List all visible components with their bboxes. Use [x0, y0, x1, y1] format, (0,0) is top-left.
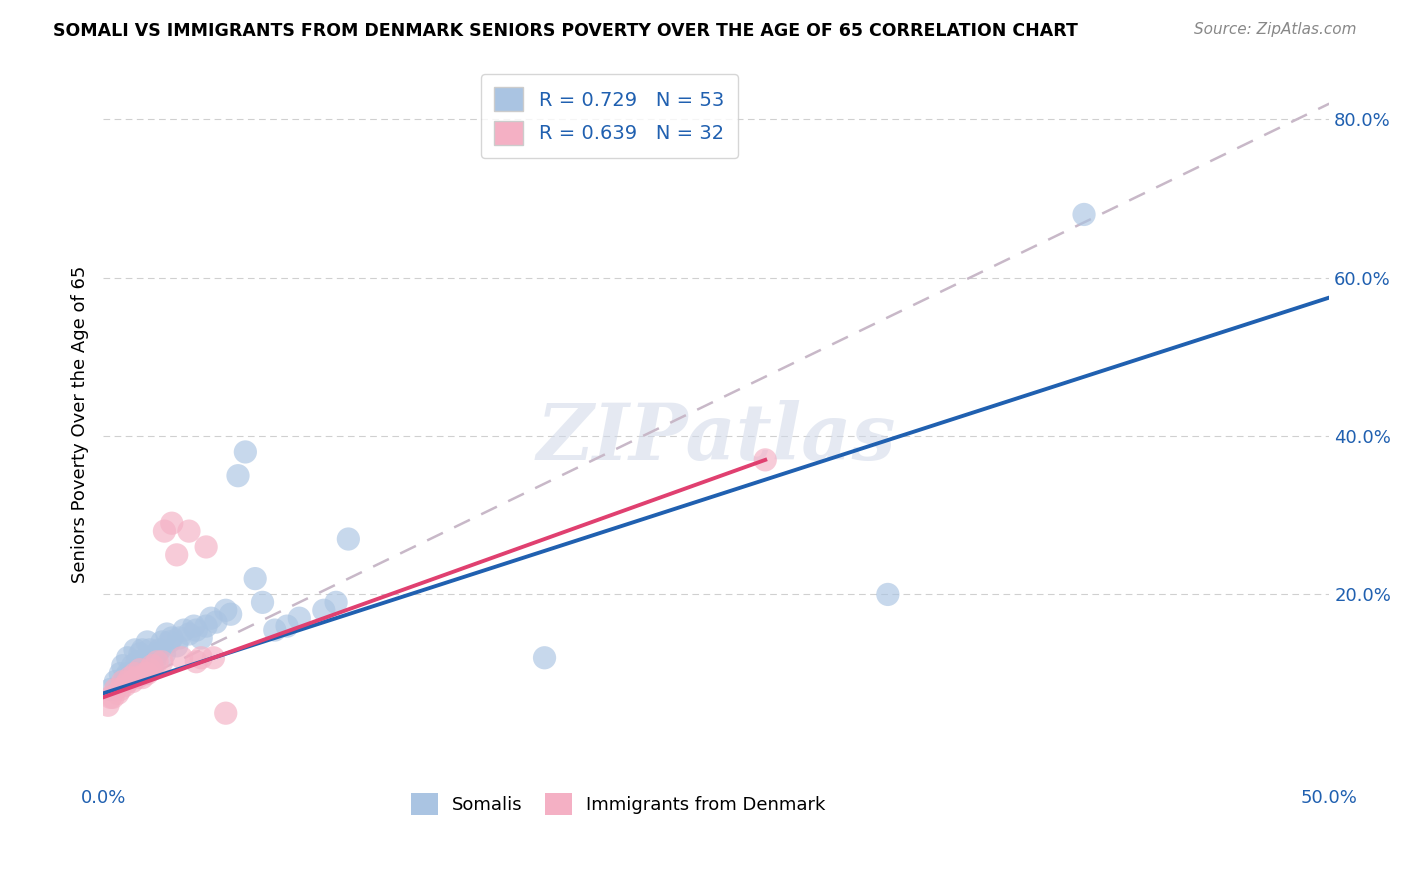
Point — [141, 650, 163, 665]
Text: Source: ZipAtlas.com: Source: ZipAtlas.com — [1194, 22, 1357, 37]
Y-axis label: Seniors Poverty Over the Age of 65: Seniors Poverty Over the Age of 65 — [72, 266, 89, 583]
Point — [754, 453, 776, 467]
Point — [167, 631, 190, 645]
Point — [101, 690, 124, 705]
Point — [1073, 207, 1095, 221]
Point — [186, 655, 208, 669]
Point — [121, 658, 143, 673]
Point — [138, 663, 160, 677]
Point — [120, 671, 142, 685]
Point — [110, 682, 132, 697]
Point — [166, 639, 188, 653]
Point — [183, 619, 205, 633]
Point — [215, 706, 238, 721]
Point — [111, 674, 134, 689]
Point — [195, 540, 218, 554]
Point — [215, 603, 238, 617]
Point — [876, 587, 898, 601]
Point — [111, 658, 134, 673]
Point — [195, 619, 218, 633]
Point — [141, 663, 163, 677]
Point — [138, 643, 160, 657]
Point — [114, 671, 136, 685]
Point — [117, 650, 139, 665]
Point — [186, 623, 208, 637]
Point — [219, 607, 242, 622]
Point — [205, 615, 228, 629]
Point — [243, 572, 266, 586]
Point — [150, 655, 173, 669]
Point — [107, 686, 129, 700]
Point — [177, 524, 200, 538]
Point — [127, 655, 149, 669]
Point — [136, 635, 159, 649]
Point — [143, 655, 166, 669]
Point — [153, 524, 176, 538]
Point — [200, 611, 222, 625]
Point — [160, 631, 183, 645]
Text: SOMALI VS IMMIGRANTS FROM DENMARK SENIORS POVERTY OVER THE AGE OF 65 CORRELATION: SOMALI VS IMMIGRANTS FROM DENMARK SENIOR… — [53, 22, 1078, 40]
Legend: Somalis, Immigrants from Denmark: Somalis, Immigrants from Denmark — [399, 782, 837, 826]
Point — [252, 595, 274, 609]
Point — [104, 682, 127, 697]
Point — [156, 627, 179, 641]
Point — [148, 643, 170, 657]
Point — [131, 666, 153, 681]
Point — [202, 650, 225, 665]
Point — [97, 698, 120, 713]
Point — [312, 603, 335, 617]
Point — [110, 666, 132, 681]
Point — [146, 647, 169, 661]
Point — [337, 532, 360, 546]
Point — [124, 666, 146, 681]
Point — [325, 595, 347, 609]
Point — [134, 666, 156, 681]
Point — [166, 548, 188, 562]
Point — [276, 619, 298, 633]
Point — [190, 631, 212, 645]
Point — [170, 650, 193, 665]
Point — [121, 674, 143, 689]
Point — [136, 666, 159, 681]
Point — [100, 690, 122, 705]
Point — [263, 623, 285, 637]
Text: ZIPatlas: ZIPatlas — [537, 401, 896, 477]
Point — [146, 655, 169, 669]
Point — [190, 650, 212, 665]
Point — [226, 468, 249, 483]
Point — [173, 623, 195, 637]
Point — [141, 658, 163, 673]
Point — [117, 666, 139, 681]
Point — [134, 655, 156, 669]
Point — [157, 635, 180, 649]
Point — [129, 663, 152, 677]
Point — [150, 635, 173, 649]
Point — [153, 647, 176, 661]
Point — [160, 516, 183, 531]
Point — [100, 682, 122, 697]
Point — [127, 671, 149, 685]
Point — [117, 674, 139, 689]
Point — [131, 643, 153, 657]
Point — [129, 647, 152, 661]
Point — [131, 671, 153, 685]
Point — [136, 650, 159, 665]
Point — [104, 674, 127, 689]
Point — [124, 643, 146, 657]
Point — [114, 678, 136, 692]
Point — [129, 666, 152, 681]
Point — [288, 611, 311, 625]
Point — [533, 650, 555, 665]
Point — [177, 627, 200, 641]
Point — [235, 445, 257, 459]
